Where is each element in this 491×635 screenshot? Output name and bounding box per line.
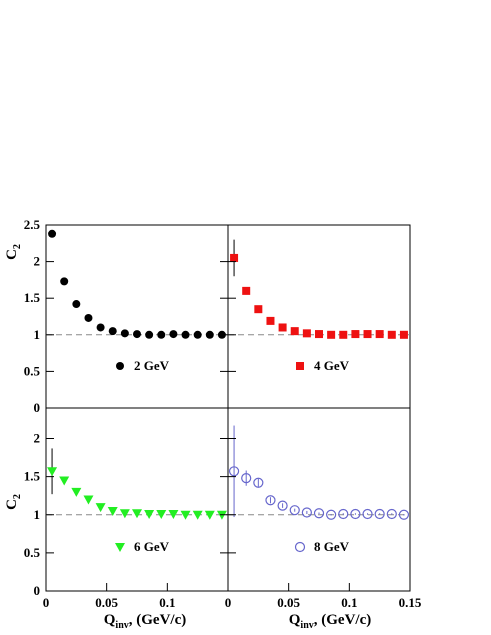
data-point-1-5 bbox=[96, 323, 105, 332]
data-point-4-7 bbox=[301, 507, 312, 518]
data-point-2-10 bbox=[339, 330, 348, 339]
legend-marker-4 bbox=[294, 541, 306, 553]
data-point-1-2 bbox=[60, 277, 69, 286]
x-right-0.05-label: 0.05 bbox=[277, 595, 300, 610]
y-top-2-label: 2 bbox=[34, 254, 41, 269]
data-point-4-6 bbox=[289, 505, 300, 516]
data-point-1-9 bbox=[145, 330, 154, 339]
data-point-3-13 bbox=[192, 510, 203, 520]
data-point-4-5 bbox=[277, 500, 288, 511]
data-point-2-15 bbox=[399, 330, 408, 339]
data-point-3-8 bbox=[132, 509, 142, 519]
data-point-4-12 bbox=[362, 508, 373, 520]
y-top-0-label: 0 bbox=[34, 400, 41, 415]
data-point-3-3 bbox=[71, 487, 82, 497]
axis-ticks: 0 0.5 1 1.5 2 2.5 0 0.5 1 1.5 2 0 0.05 0.1 0 0.05 0.1 0.1… bbox=[24, 217, 422, 610]
data-point-1-14 bbox=[205, 330, 214, 339]
y-top-2.5-label: 2.5 bbox=[24, 217, 41, 232]
x-right-0.1-label: 0.1 bbox=[341, 595, 357, 610]
legend-marker-3 bbox=[115, 543, 125, 552]
data-point-1-6 bbox=[108, 327, 117, 336]
legends: 2 GeV 4 GeV 6 GeV 8 GeV bbox=[115, 358, 350, 554]
data-point-1-8 bbox=[133, 330, 141, 339]
legend-label-1: 2 GeV bbox=[134, 358, 170, 373]
x-axis-title: Qinv, (GeV/c) bbox=[104, 612, 187, 631]
data-point-1-3 bbox=[72, 300, 81, 309]
data-point-1-10 bbox=[157, 330, 166, 339]
data-marks bbox=[47, 229, 410, 520]
data-point-4-15 bbox=[398, 509, 410, 520]
data-point-2-12 bbox=[363, 330, 372, 339]
legend-marker-2 bbox=[296, 362, 304, 370]
data-point-4-11 bbox=[350, 508, 361, 520]
x-axis-title-right: Qinv, (GeV/c) bbox=[289, 612, 372, 631]
y-bottom-0.5-label: 0.5 bbox=[24, 545, 41, 560]
data-point-1-1 bbox=[48, 229, 57, 238]
data-point-1-4 bbox=[84, 313, 93, 322]
data-point-2-5 bbox=[278, 323, 287, 332]
legend-label-2: 4 GeV bbox=[314, 358, 350, 373]
y-bottom-1.5-label: 1.5 bbox=[24, 469, 41, 484]
data-point-4-2 bbox=[241, 473, 252, 484]
x-left-0.05-label: 0.05 bbox=[95, 595, 118, 610]
data-point-2-8 bbox=[315, 330, 323, 339]
data-point-2-14 bbox=[387, 330, 396, 339]
data-point-3-9 bbox=[144, 509, 155, 519]
data-point-3-12 bbox=[180, 510, 191, 520]
data-point-4-1 bbox=[228, 466, 240, 477]
data-point-4-8 bbox=[313, 508, 325, 519]
data-point-1-11 bbox=[169, 330, 178, 339]
data-point-3-11 bbox=[168, 509, 179, 519]
y-axis-title-bottom: C2 bbox=[4, 494, 23, 510]
data-point-2-11 bbox=[351, 330, 360, 339]
data-point-4-9 bbox=[326, 509, 337, 520]
data-point-2-6 bbox=[290, 327, 299, 336]
y-bottom-0-label: 0 bbox=[34, 583, 41, 598]
y-top-1.5-label: 1.5 bbox=[24, 290, 41, 305]
x-left-0.1-label: 0.1 bbox=[159, 595, 175, 610]
x-right-0.15-label: 0.15 bbox=[399, 595, 422, 610]
data-point-2-4 bbox=[266, 316, 275, 325]
data-point-2-13 bbox=[375, 330, 384, 339]
data-point-4-13 bbox=[374, 508, 385, 520]
data-point-3-1 bbox=[47, 467, 58, 477]
legend-marker-1 bbox=[116, 362, 124, 370]
legend-label-3: 6 GeV bbox=[134, 539, 170, 554]
data-point-3-4 bbox=[83, 495, 94, 505]
data-point-4-4 bbox=[265, 495, 276, 506]
data-point-2-1 bbox=[230, 253, 239, 262]
data-point-4-14 bbox=[386, 508, 397, 520]
data-point-3-6 bbox=[107, 506, 118, 516]
data-point-1-13 bbox=[193, 330, 202, 339]
data-point-2-7 bbox=[302, 329, 311, 338]
data-point-3-5 bbox=[95, 503, 106, 513]
y-top-0.5-label: 0.5 bbox=[24, 363, 41, 378]
legend-label-4: 8 GeV bbox=[314, 539, 350, 554]
y-bottom-2-label: 2 bbox=[34, 431, 41, 446]
y-bottom-1-label: 1 bbox=[34, 507, 41, 522]
data-point-2-9 bbox=[327, 330, 336, 339]
y-top-1-label: 1 bbox=[34, 327, 41, 342]
data-point-2-3 bbox=[254, 305, 263, 314]
data-point-2-2 bbox=[242, 286, 251, 295]
y-axis-title-top: C2 bbox=[4, 244, 23, 260]
data-point-3-14 bbox=[204, 510, 215, 520]
data-point-1-12 bbox=[181, 330, 190, 339]
data-point-3-10 bbox=[156, 509, 167, 519]
x-left-0-label: 0 bbox=[43, 595, 50, 610]
data-point-4-10 bbox=[338, 508, 349, 520]
x-right-0-label: 0 bbox=[225, 595, 232, 610]
data-point-3-2 bbox=[59, 476, 70, 486]
data-point-1-7 bbox=[120, 329, 129, 338]
data-point-4-3 bbox=[253, 477, 264, 488]
data-point-3-7 bbox=[119, 509, 130, 519]
